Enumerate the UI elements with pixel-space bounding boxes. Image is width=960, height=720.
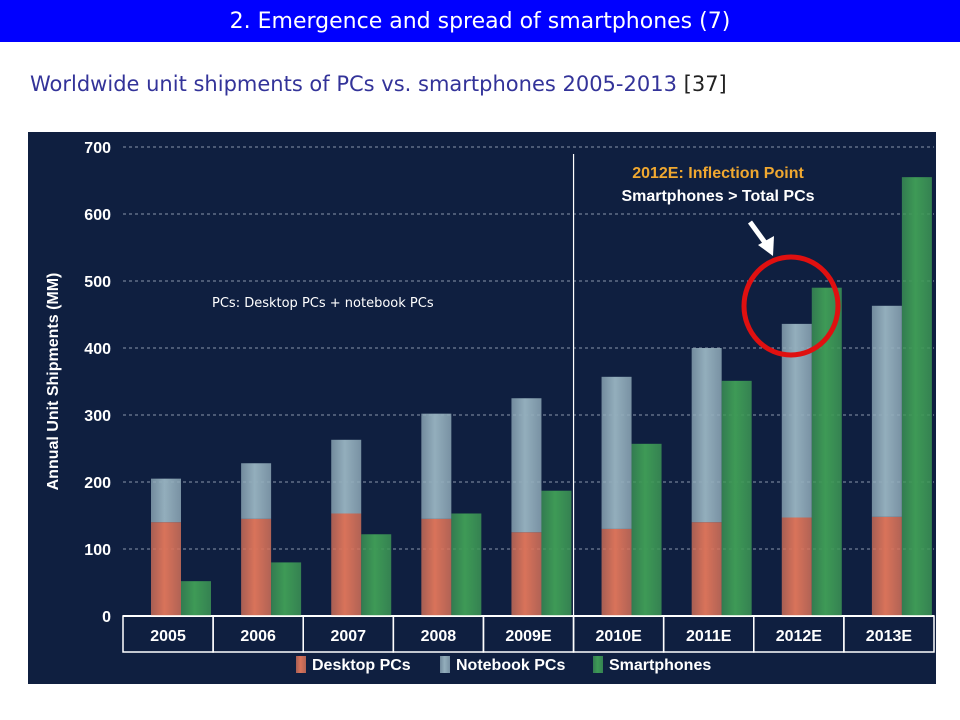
bar-notebook-pcs [511, 398, 542, 533]
bar-notebook-pcs [691, 348, 722, 523]
x-tick-label: 2009E [505, 628, 552, 645]
bar-desktop-pcs [871, 516, 902, 616]
bar-notebook-pcs [151, 478, 181, 523]
bar-desktop-pcs [601, 528, 632, 616]
y-tick-label: 200 [84, 475, 111, 492]
category-cell [843, 615, 935, 653]
bar-desktop-pcs [421, 518, 452, 616]
inflection-title-label: 2012E: Inflection Point [632, 165, 804, 182]
inflection-subtitle-label: Smartphones > Total PCs [621, 188, 814, 205]
legend-swatch [296, 656, 306, 673]
arrow-head [758, 236, 774, 256]
legend-label: Smartphones [609, 657, 711, 674]
bar-smartphones [631, 443, 662, 616]
legend-swatch [440, 656, 450, 673]
arrow-shaft [747, 220, 769, 246]
y-tick-label: 700 [84, 140, 111, 157]
bar-desktop-pcs [781, 517, 812, 616]
bar-smartphones [721, 380, 752, 616]
bar-smartphones [811, 287, 842, 616]
y-axis-label: Annual Unit Shipments (MM) [45, 273, 62, 491]
bar-smartphones [271, 562, 302, 616]
highlight-circle [741, 254, 841, 358]
legend-label: Notebook PCs [456, 657, 565, 674]
y-tick-label: 0 [102, 609, 111, 626]
y-tick-label: 400 [84, 341, 111, 358]
subtitle-text: Worldwide unit shipments of PCs vs. smar… [30, 72, 677, 96]
x-tick-label: 2008 [421, 628, 457, 645]
legend-swatch [593, 656, 603, 673]
bar-notebook-pcs [241, 463, 272, 519]
x-tick-label: 2012E [776, 628, 823, 645]
y-tick-label: 100 [84, 542, 111, 559]
bar-smartphones [361, 534, 392, 616]
chart-panel: 0 100 200 300 400 500 600 700 Annual Unit Shipme… [28, 132, 936, 684]
bar-desktop-pcs [151, 522, 181, 616]
x-tick-label: 2006 [240, 628, 276, 645]
bar-desktop-pcs [331, 513, 362, 616]
reference-marker: [37] [683, 72, 727, 96]
slide-title: 2. Emergence and spread of smartphones (… [0, 0, 960, 42]
bar-smartphones [181, 581, 211, 616]
bar-desktop-pcs [241, 518, 272, 616]
y-tick-label: 500 [84, 274, 111, 291]
x-tick-label: 2010E [595, 628, 642, 645]
slide-subtitle: Worldwide unit shipments of PCs vs. smar… [30, 72, 727, 96]
legend-label: Desktop PCs [312, 657, 411, 674]
bar-notebook-pcs [421, 413, 452, 519]
y-tick-label: 300 [84, 408, 111, 425]
bar-notebook-pcs [601, 376, 632, 529]
bar-desktop-pcs [691, 522, 722, 616]
y-tick-label: 600 [84, 207, 111, 224]
bar-desktop-pcs [511, 532, 542, 616]
x-tick-label: 2011E [686, 628, 732, 645]
bar-smartphones [451, 513, 482, 616]
x-tick-label: 2005 [150, 628, 186, 645]
bar-notebook-pcs [331, 439, 362, 514]
bar-notebook-pcs [871, 305, 902, 517]
x-tick-label: 2007 [330, 628, 366, 645]
shipments-chart: 0 100 200 300 400 500 600 700 Annual Unit Shipme… [45, 140, 935, 674]
bar-smartphones [541, 490, 572, 616]
bar-smartphones [901, 177, 932, 616]
x-tick-label: 2013E [866, 628, 913, 645]
pc-note-label: PCs: Desktop PCs + notebook PCs [212, 296, 434, 311]
